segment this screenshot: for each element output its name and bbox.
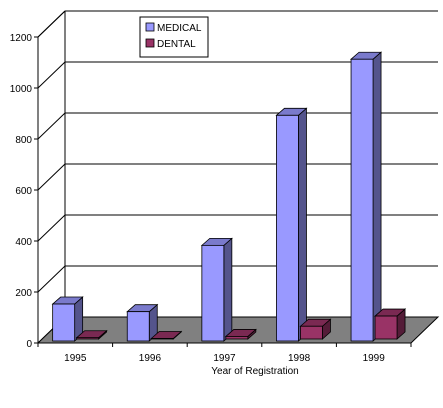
bar-side — [372, 51, 382, 342]
x-tick-label: 1995 — [64, 353, 87, 364]
bar-front — [126, 311, 150, 342]
legend: MEDICAL DENTAL — [139, 16, 209, 58]
y-tick-label: 0 — [26, 339, 32, 350]
gridline-depth — [37, 214, 66, 242]
bar-medical-1995 — [51, 296, 84, 342]
bar-medical-1997 — [200, 237, 233, 342]
x-axis: 1995 1996 1997 1998 1999 — [37, 342, 412, 364]
y-tick-label: 1000 — [10, 84, 33, 95]
x-tick-label: 1997 — [213, 353, 236, 364]
legend-label: DENTAL — [157, 39, 196, 50]
bar-front — [76, 337, 100, 340]
bar-front — [150, 338, 174, 340]
x-tick-label: 1999 — [363, 353, 386, 364]
bar-side — [223, 237, 233, 342]
bar-front — [276, 114, 299, 342]
bar-dental-1997 — [224, 328, 257, 340]
legend-swatch — [145, 22, 155, 32]
bar-front — [374, 315, 398, 340]
y-tick-label: 1200 — [10, 33, 33, 44]
legend-label: MEDICAL — [157, 23, 202, 34]
gridline-depth — [37, 163, 66, 191]
gridline-depth — [37, 265, 66, 293]
bars — [51, 51, 407, 342]
gridline-depth — [37, 10, 66, 38]
bar-front — [225, 336, 249, 340]
bar-dental-1995 — [75, 329, 108, 340]
legend-swatch — [145, 38, 155, 48]
y-tick-label: 600 — [15, 186, 32, 197]
y-tick-label: 200 — [15, 288, 32, 299]
bar-dental-1999 — [373, 308, 407, 340]
bar-dental-1998 — [299, 318, 332, 340]
bar-front — [52, 303, 76, 342]
y-axis: 0 200 400 600 800 1000 1200 — [10, 33, 39, 350]
y-tick-label: 400 — [15, 237, 32, 248]
bar-medical-1999 — [349, 51, 383, 342]
bar-dental-1996 — [150, 330, 183, 340]
bar-front — [201, 244, 225, 342]
bar-front — [300, 325, 323, 340]
x-tick-label: 1998 — [288, 353, 311, 364]
gridline-depth — [37, 61, 66, 89]
bar-front — [350, 58, 374, 342]
bar-medical-1998 — [275, 107, 308, 342]
legend-box — [139, 16, 209, 58]
bar-side — [298, 107, 307, 342]
gridline-depth — [37, 112, 66, 140]
x-tick-label: 1996 — [139, 353, 162, 364]
y-tick-label: 800 — [15, 135, 32, 146]
x-axis-title: Year of Registration — [211, 366, 298, 377]
bar-medical-1996 — [126, 303, 159, 342]
